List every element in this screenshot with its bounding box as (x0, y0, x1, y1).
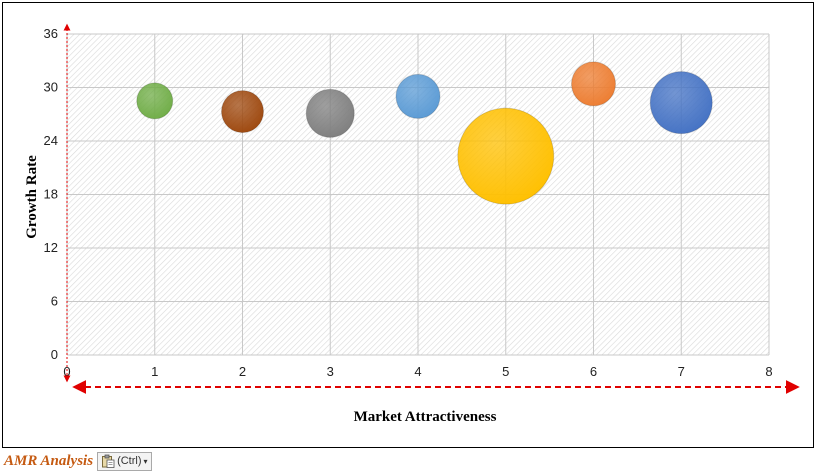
bubble-point (305, 88, 355, 138)
footer: AMR Analysis (Ctrl) ▾ (4, 450, 152, 472)
bubble-point (571, 61, 616, 107)
x-tick-label: 5 (502, 364, 509, 379)
brand-label: AMR Analysis (4, 452, 94, 469)
y-tick-label: 18 (44, 187, 58, 202)
bubble-point (457, 107, 555, 205)
chevron-down-icon: ▾ (143, 456, 148, 466)
x-tick-label: 4 (414, 364, 421, 379)
bubbles (136, 61, 713, 205)
x-tick-label: 3 (327, 364, 334, 379)
x-axis-title: Market Attractiveness (354, 409, 497, 425)
x-tick-label: 1 (151, 364, 158, 379)
y-tick-label: 6 (51, 294, 58, 309)
bubble-point (395, 73, 441, 119)
y-tick-label: 30 (44, 80, 58, 95)
x-tick-label: 6 (590, 364, 597, 379)
bubble-point (649, 71, 713, 135)
y-tick-label: 24 (44, 133, 58, 148)
clipboard-icon (102, 454, 115, 468)
y-tick-label: 36 (44, 26, 58, 41)
x-tick-label: 8 (765, 364, 772, 379)
bubble-point (221, 90, 264, 134)
bubble-point (136, 82, 174, 120)
chart-frame: 0 1 2 3 4 5 6 7 8 0 6 12 18 24 30 36 Market Attractiven… (2, 2, 814, 448)
x-tick-label: 7 (678, 364, 685, 379)
y-tick-label: 12 (44, 240, 58, 255)
y-axis-title: Growth Rate (24, 155, 40, 239)
paste-shortcut-label: (Ctrl) (117, 455, 142, 467)
paste-options-button[interactable]: (Ctrl) ▾ (97, 451, 152, 471)
x-tick-label: 2 (239, 364, 246, 379)
y-tick-label: 0 (51, 347, 58, 362)
